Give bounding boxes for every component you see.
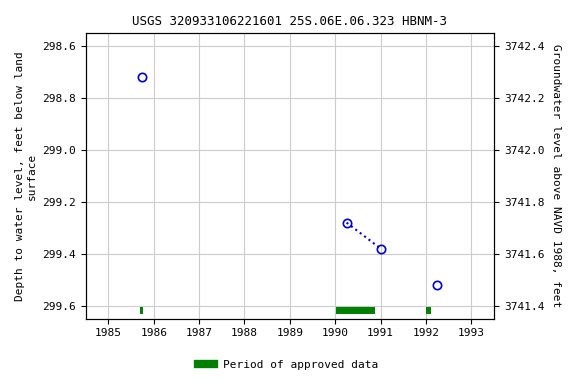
Bar [426, 307, 431, 314]
Title: USGS 320933106221601 25S.06E.06.323 HBNM-3: USGS 320933106221601 25S.06E.06.323 HBNM… [132, 15, 448, 28]
Bar [336, 307, 375, 314]
Bar [140, 307, 143, 314]
Y-axis label: Depth to water level, feet below land
surface: Depth to water level, feet below land su… [15, 51, 37, 301]
Y-axis label: Groundwater level above NAVD 1988, feet: Groundwater level above NAVD 1988, feet [551, 44, 561, 308]
Legend: Period of approved data: Period of approved data [193, 356, 383, 375]
